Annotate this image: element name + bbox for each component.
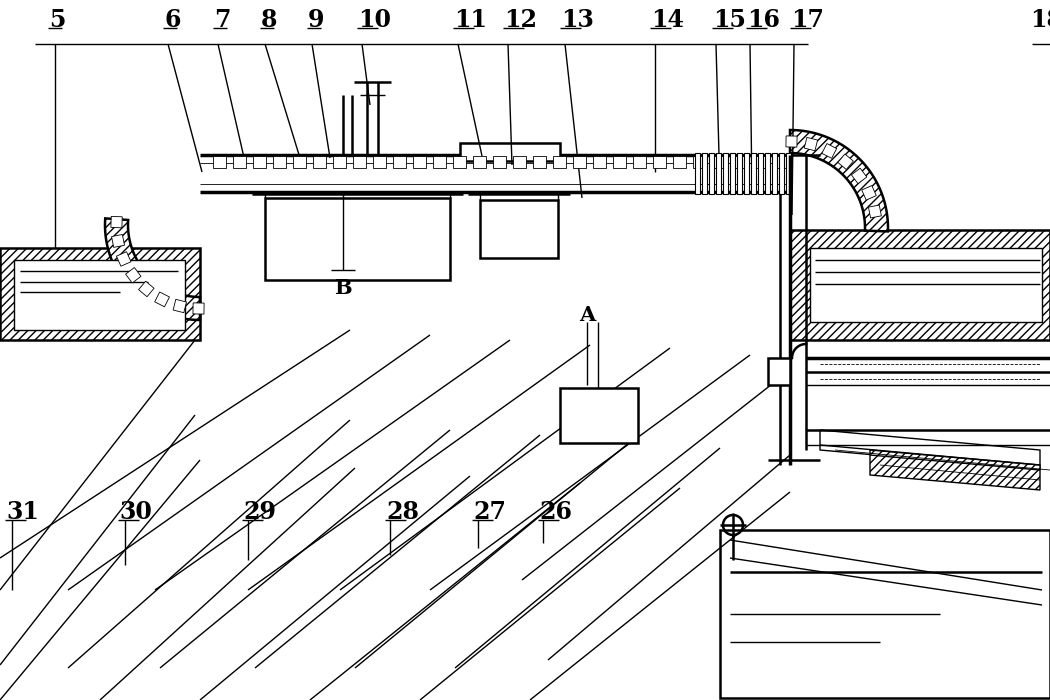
- Text: 26: 26: [539, 500, 572, 524]
- Bar: [265, 198, 450, 280]
- Bar: [253, 156, 266, 168]
- Text: 18: 18: [1030, 8, 1050, 32]
- Bar: [737, 153, 742, 194]
- Bar: [716, 153, 721, 194]
- Bar: [353, 156, 366, 168]
- Text: 27: 27: [472, 500, 506, 524]
- Bar: [633, 156, 646, 168]
- Bar: [723, 153, 728, 194]
- Bar: [413, 156, 426, 168]
- Text: 15: 15: [713, 8, 746, 32]
- Polygon shape: [111, 234, 125, 247]
- Polygon shape: [154, 292, 169, 307]
- Polygon shape: [822, 144, 837, 158]
- Bar: [293, 156, 306, 168]
- Bar: [553, 156, 566, 168]
- Polygon shape: [111, 216, 122, 228]
- Bar: [233, 156, 246, 168]
- Polygon shape: [820, 430, 1040, 470]
- Bar: [433, 156, 446, 168]
- Bar: [786, 153, 791, 194]
- Bar: [758, 153, 763, 194]
- Bar: [779, 153, 784, 194]
- Bar: [533, 156, 546, 168]
- Text: 11: 11: [454, 8, 487, 32]
- Bar: [560, 388, 638, 443]
- Bar: [713, 156, 726, 168]
- Bar: [673, 156, 686, 168]
- Bar: [730, 153, 735, 194]
- Bar: [744, 153, 749, 194]
- Bar: [460, 143, 560, 161]
- Text: 9: 9: [308, 8, 324, 32]
- Polygon shape: [870, 450, 1040, 490]
- Polygon shape: [173, 300, 187, 313]
- Polygon shape: [126, 267, 141, 283]
- Text: 5: 5: [49, 8, 65, 32]
- Polygon shape: [852, 168, 867, 183]
- Bar: [772, 153, 777, 194]
- Text: 7: 7: [214, 8, 231, 32]
- Polygon shape: [117, 252, 131, 266]
- Text: 13: 13: [561, 8, 594, 32]
- Text: 17: 17: [791, 8, 824, 32]
- Bar: [573, 156, 586, 168]
- Bar: [720, 530, 1050, 698]
- Bar: [693, 156, 706, 168]
- Bar: [733, 156, 746, 168]
- Polygon shape: [810, 248, 1042, 322]
- Bar: [472, 156, 486, 168]
- Bar: [480, 200, 558, 258]
- Text: 28: 28: [386, 500, 419, 524]
- Polygon shape: [0, 248, 200, 340]
- Bar: [593, 156, 606, 168]
- Bar: [373, 156, 386, 168]
- Bar: [709, 153, 714, 194]
- Polygon shape: [838, 154, 854, 169]
- Bar: [765, 153, 770, 194]
- Bar: [453, 156, 466, 168]
- Bar: [751, 153, 756, 194]
- Bar: [333, 156, 347, 168]
- Bar: [273, 156, 286, 168]
- Bar: [653, 156, 666, 168]
- Polygon shape: [14, 260, 185, 330]
- Bar: [313, 156, 326, 168]
- Polygon shape: [785, 136, 797, 147]
- Bar: [753, 156, 766, 168]
- Bar: [768, 358, 790, 385]
- Text: 6: 6: [164, 8, 181, 32]
- Text: 14: 14: [651, 8, 684, 32]
- Bar: [393, 156, 406, 168]
- Polygon shape: [193, 303, 204, 314]
- Polygon shape: [790, 130, 888, 232]
- Text: 16: 16: [747, 8, 780, 32]
- Text: 10: 10: [358, 8, 391, 32]
- Bar: [494, 156, 506, 168]
- Polygon shape: [139, 281, 154, 297]
- Polygon shape: [804, 137, 818, 150]
- Bar: [513, 156, 526, 168]
- Text: 8: 8: [261, 8, 277, 32]
- Text: 31: 31: [6, 500, 39, 524]
- Polygon shape: [868, 205, 881, 218]
- Bar: [613, 156, 626, 168]
- Bar: [702, 153, 707, 194]
- Text: A: A: [579, 305, 595, 325]
- Bar: [213, 156, 226, 168]
- Text: B: B: [334, 278, 352, 298]
- Polygon shape: [105, 218, 200, 320]
- Polygon shape: [790, 230, 1050, 340]
- Text: 12: 12: [504, 8, 537, 32]
- Bar: [773, 156, 786, 168]
- Text: 29: 29: [243, 500, 276, 524]
- Polygon shape: [862, 186, 877, 200]
- Bar: [695, 153, 700, 194]
- Text: 30: 30: [119, 500, 152, 524]
